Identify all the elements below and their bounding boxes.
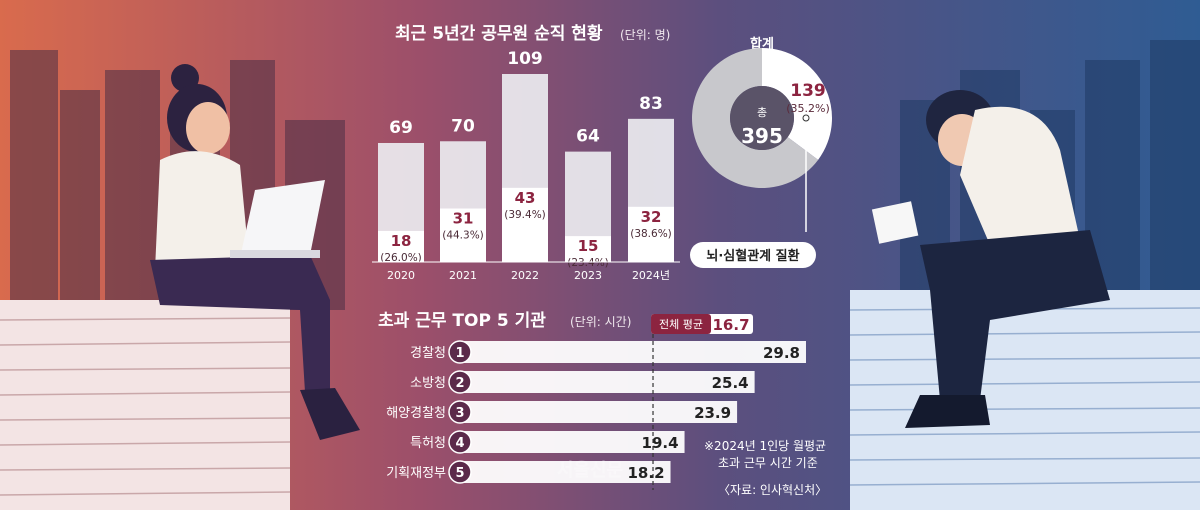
hbar [458, 431, 685, 453]
rank-number: 5 [455, 466, 464, 481]
donut-slice-other [691, 48, 819, 188]
watermark: 서울신문 [557, 460, 623, 481]
chart1-unit-note: (단위: 명) [620, 28, 670, 42]
hbar-value-label: 18.2 [628, 464, 665, 482]
note-line1: ※2024년 1인당 월평균 [704, 439, 826, 453]
hbar-value-label: 23.9 [694, 404, 731, 422]
donut-chart-total [691, 48, 832, 188]
bar-cardio [440, 208, 486, 262]
chart1-title: 최근 5년간 공무원 순직 현황 [395, 24, 603, 44]
rank-badge [448, 460, 472, 484]
donut-center-label: 총 [757, 106, 767, 119]
chart3-title: 초과 근무 TOP 5 기관 [378, 311, 546, 331]
bar-share-label: (26.0%) [380, 252, 422, 264]
bar-cardio-label: 18 [391, 232, 412, 250]
bar-total-label: 64 [576, 127, 600, 147]
bar-cardio-label: 32 [641, 208, 662, 226]
donut-slice-value: 139 [790, 81, 826, 101]
chart3-unit-note: (단위: 시간) [570, 315, 631, 329]
average-label-box [651, 314, 712, 334]
bar-total-label: 70 [451, 116, 475, 136]
bar-share-label: (23.4%) [567, 257, 609, 269]
hbar-category-label: 소방청 [410, 376, 446, 391]
hbar-value-label: 29.8 [763, 344, 800, 362]
hbar-category-label: 해양경찰청 [386, 406, 446, 421]
callout-box [690, 242, 816, 268]
bar-share-label: (38.6%) [630, 228, 672, 240]
paper-stack-left [0, 300, 291, 510]
x-tick-label: 2020 [387, 269, 415, 282]
bar-chart-annual: 69 18 (26.0%) 2020 70 31 (44.3%) 2021 109 43 (39.4… [372, 49, 680, 282]
x-tick-label: 2023 [574, 269, 602, 282]
rank-number: 4 [455, 436, 464, 451]
donut-center-total: 395 [741, 124, 783, 148]
x-tick-label: 2021 [449, 269, 477, 282]
x-tick-label: 2022 [511, 269, 539, 282]
hbar [458, 401, 738, 423]
callout-label: 뇌·심혈관계 질환 [706, 248, 799, 264]
bar-cardio-label: 43 [515, 189, 536, 207]
bar-cardio-label: 31 [453, 210, 474, 228]
average-label: 전체 평균 [659, 318, 703, 331]
hbar-category-label: 기획재정부 [386, 466, 446, 481]
hbar-value-label: 19.4 [642, 434, 679, 452]
rank-number: 1 [455, 346, 464, 361]
x-tick-label: 2024년 [632, 269, 670, 282]
bar-share-label: (44.3%) [442, 230, 484, 242]
woman-with-laptop-figure [150, 64, 360, 440]
rank-badge [448, 370, 472, 394]
bar-total-label: 69 [389, 118, 413, 138]
hbar-category-label: 특허청 [410, 436, 446, 451]
rank-badge [448, 430, 472, 454]
hbar [458, 371, 755, 393]
rank-number: 2 [455, 376, 464, 391]
callout-dot [802, 114, 810, 122]
bar-chart-overtime: 전체 평균 16.7 경찰청 1 29.8 소방청 2 25.4 해양경찰청 3 23.9 특허청 4 1… [386, 314, 806, 490]
bar-cardio-label: 15 [578, 237, 599, 255]
hbar [458, 461, 671, 483]
donut-slice-cardio [762, 48, 832, 160]
source-note: 〈자료: 인사혁신처〉 [718, 483, 827, 497]
bar-cardio [502, 187, 548, 262]
bar-cardio [628, 206, 674, 262]
rank-badge [448, 400, 472, 424]
donut-title: 합계 [750, 36, 774, 52]
bar-total-label: 83 [639, 94, 663, 114]
donut-slice-percent: (35.2%) [786, 102, 830, 115]
rank-badge [448, 340, 472, 364]
bar-cardio [378, 230, 424, 262]
hbar-category-label: 경찰청 [410, 346, 446, 361]
donut-hole [730, 86, 794, 150]
rank-number: 3 [455, 406, 464, 421]
bar-total-label: 109 [507, 49, 543, 69]
exhausted-man-figure [871, 90, 1110, 428]
bar-cardio [565, 236, 611, 262]
hbar-value-label: 25.4 [712, 374, 749, 392]
bar-share-label: (39.4%) [504, 209, 546, 221]
note-line2: 초과 근무 시간 기준 [718, 456, 818, 470]
hbar [458, 341, 806, 363]
average-value: 16.7 [713, 316, 750, 334]
